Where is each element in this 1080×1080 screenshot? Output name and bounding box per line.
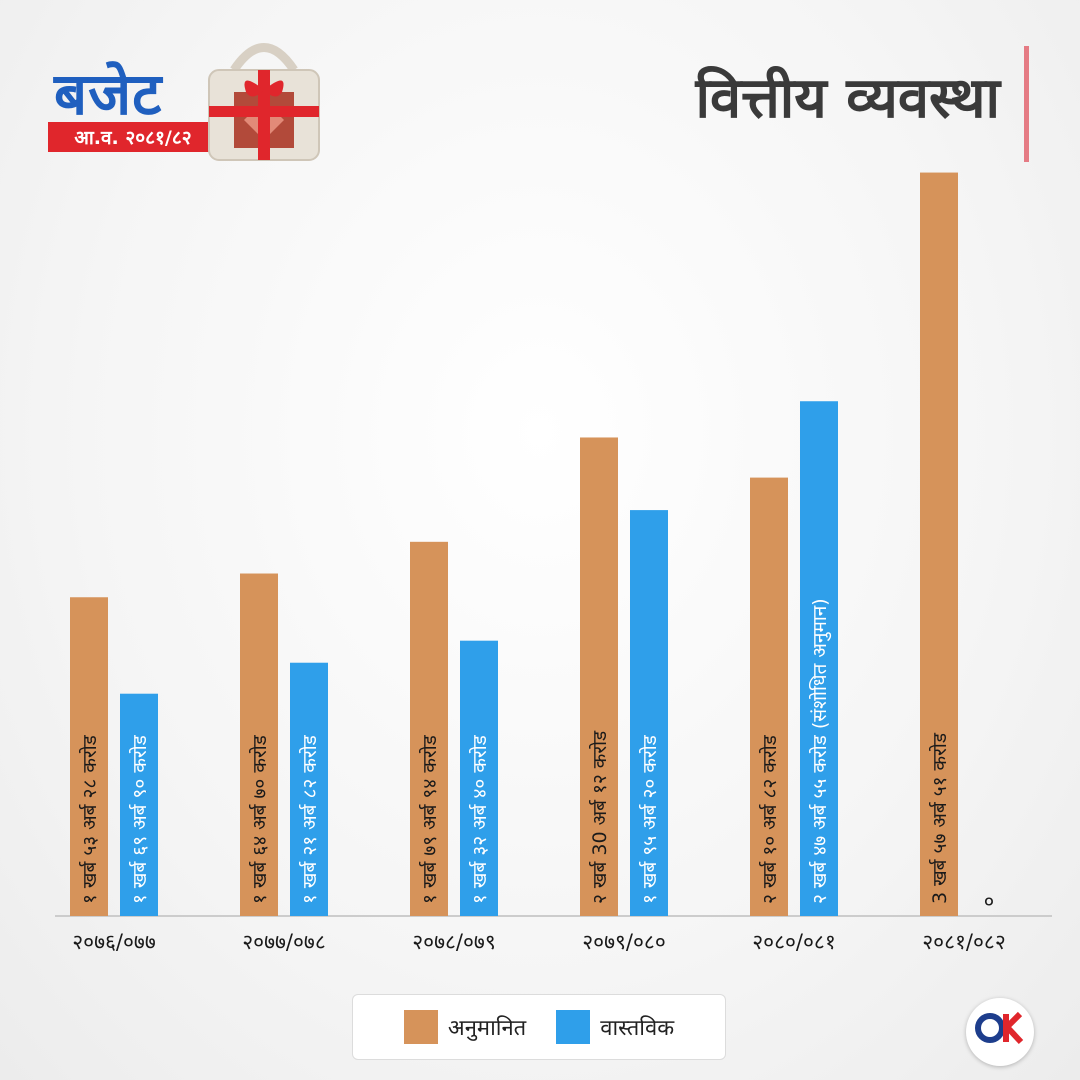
bar-estimated-5	[920, 172, 958, 916]
x-tick-label-3: २०७९/०८०	[582, 930, 666, 954]
bar-actual-3	[630, 510, 668, 916]
x-tick-label-5: २०८१/०८२	[922, 930, 1006, 954]
bar-label-actual-2: १ खर्ब ३२ अर्ब ४० करोड	[468, 734, 491, 904]
chart-legend: अनुमानित वास्तविक	[352, 994, 726, 1060]
page-title: वित्तीय व्यवस्था	[695, 66, 1000, 131]
bar-label-estimated-3: २ खर्ब 30 अर्ब १२ करोड	[588, 730, 611, 904]
bar-label-actual-0: १ खर्ब ६९ अर्ब ९० करोड	[128, 734, 151, 904]
bar-estimated-3	[580, 437, 618, 916]
legend-label-estimated: अनुमानित	[447, 1016, 527, 1041]
bar-estimated-1	[240, 573, 278, 916]
onlinekhabar-logo	[966, 998, 1034, 1066]
ok-logo-mark	[975, 1011, 1024, 1045]
bar-label-overflow-0: १ खर्ब ६९ अर्ब ९० करोड	[128, 734, 151, 904]
brand-subtitle: आ.व. २०८१/८२	[48, 122, 218, 152]
bar-actual-4	[800, 401, 838, 916]
title-accent-bar	[1024, 46, 1029, 162]
bar-estimated-0	[70, 597, 108, 916]
x-tick-label-4: २०८०/०८१	[752, 930, 836, 954]
bar-label-zero-5: ०	[984, 889, 994, 913]
bar-label-estimated-5: 3 खर्ब ५७ अर्ब ५१ करोड	[928, 732, 951, 904]
bar-label-actual-1: १ खर्ब २१ अर्ब ८२ करोड	[298, 734, 321, 904]
legend-label-actual: वास्तविक	[600, 1016, 675, 1041]
bar-label-actual-3: १ खर्ब ९५ अर्ब २० करोड	[638, 734, 661, 904]
bar-label-estimated-0: १ खर्ब ५३ अर्ब २८ करोड	[78, 734, 101, 904]
brand-title: बजेट	[54, 60, 163, 128]
bar-estimated-4	[750, 477, 788, 916]
legend-item-estimated: अनुमानित	[403, 1010, 527, 1044]
bar-label-estimated-4: २ खर्ब १० अर्ब ८२ करोड	[758, 734, 781, 904]
bar-estimated-2	[410, 541, 448, 916]
x-tick-label-2: २०७८/०७९	[412, 930, 496, 954]
x-tick-label-1: २०७७/०७८	[242, 930, 326, 954]
legend-item-actual: वास्तविक	[556, 1010, 674, 1044]
bar-label-actual-4: २ खर्ब ४७ अर्ब ५५ करोड (संशोधित अनुमान)	[808, 598, 832, 904]
bar-actual-2	[460, 640, 498, 916]
gift-bag-icon	[208, 43, 320, 161]
bar-actual-0	[120, 693, 158, 916]
x-tick-label-0: २०७६/०७७	[72, 930, 156, 954]
budget-logo: बजेट आ.व. २०८१/८२	[44, 30, 334, 190]
legend-swatch-actual	[556, 1010, 591, 1044]
bar-actual-1	[290, 662, 328, 916]
bar-label-estimated-1: १ खर्ब ६४ अर्ब ७० करोड	[248, 734, 271, 904]
legend-swatch-estimated	[403, 1010, 438, 1044]
bar-label-estimated-2: १ खर्ब ७९ अर्ब ९४ करोड	[418, 734, 441, 904]
